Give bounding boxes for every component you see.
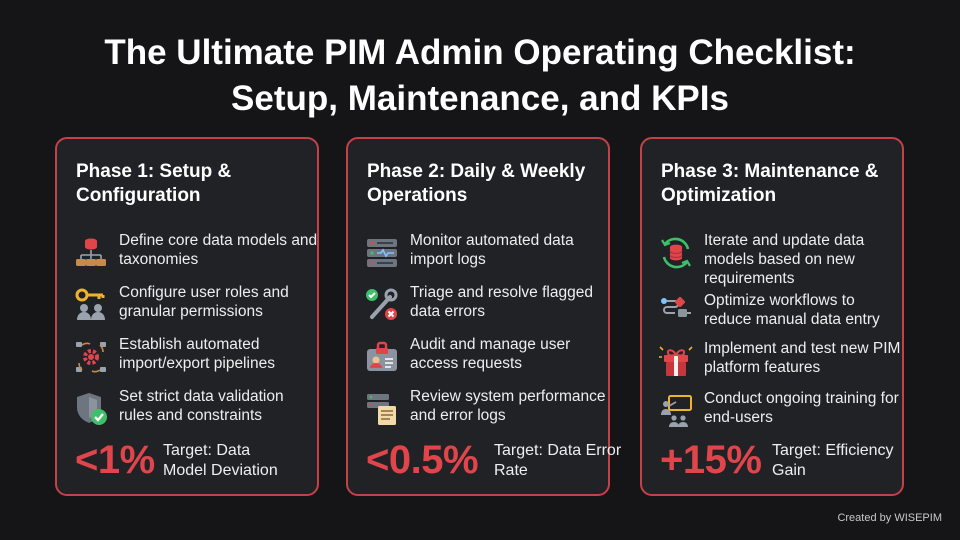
- server-log-icon: [364, 391, 400, 427]
- phase-2-card: Phase 2: Daily & Weekly Operations Monit…: [346, 137, 621, 496]
- phase-3-kpi-label: Target: Efficiency Gain: [772, 442, 894, 479]
- phase-3-item-3-text: Implement and test new PIM platform feat…: [704, 340, 901, 376]
- database-hierarchy-icon: [73, 235, 109, 271]
- phase-3-title: Phase 3: Maintenance & Optimization: [661, 161, 879, 206]
- id-badge-lock-icon: [364, 339, 400, 375]
- wrench-screwdriver-icon: [364, 287, 400, 323]
- phase-3-item-1-text: Iterate and update data models based on …: [704, 232, 865, 287]
- gear-cycle-icon: [73, 339, 109, 375]
- phase-1-item-2-text: Configure user roles and granular permis…: [119, 284, 289, 320]
- phase-3-item-2: Optimize workflows to reduce manual data…: [656, 291, 906, 341]
- phase-1-title: Phase 1: Setup & Configuration: [76, 161, 232, 206]
- phase-3-item-2-text: Optimize workflows to reduce manual data…: [704, 292, 880, 328]
- phase-2-item-1: Monitor automated data import logs: [362, 231, 612, 281]
- phase-2-item-3-text: Audit and manage user access requests: [410, 336, 571, 372]
- gift-features-icon: [658, 343, 694, 379]
- phase-1-kpi-value: <1%: [75, 438, 155, 482]
- phase-2-kpi-label: Target: Data Error Rate: [494, 442, 622, 479]
- phase-1-item-4-text: Set strict data validation rules and con…: [119, 388, 284, 424]
- database-refresh-icon: [658, 235, 694, 271]
- page-title-line-1: The Ultimate PIM Admin Operating Checkli…: [104, 33, 856, 72]
- phase-2-item-1-text: Monitor automated data import logs: [410, 232, 574, 268]
- phase-1-item-3-text: Establish automated import/export pipeli…: [119, 336, 275, 372]
- phase-3-item-4-text: Conduct ongoing training for end-users: [704, 390, 899, 426]
- phase-2-item-2: Triage and resolve flagged data errors: [362, 283, 612, 333]
- phase-2-kpi: <0.5% Target: Data Error Rate: [366, 437, 621, 483]
- phase-2-item-3: Audit and manage user access requests: [362, 335, 612, 385]
- phase-1-card: Phase 1: Setup & Configuration Define co…: [55, 137, 319, 496]
- phase-2-title: Phase 2: Daily & Weekly Operations: [367, 161, 586, 206]
- phase-3-kpi: +15% Target: Efficiency Gain: [660, 437, 900, 483]
- phase-1-item-2: Configure user roles and granular permis…: [71, 283, 321, 333]
- page-title-line-2: Setup, Maintenance, and KPIs: [231, 79, 729, 118]
- phase-3-kpi-value: +15%: [660, 438, 762, 482]
- phase-1-kpi: <1% Target: Data Model Deviation: [75, 437, 315, 483]
- phase-2-item-4-text: Review system performance and error logs: [410, 388, 606, 424]
- page-title: The Ultimate PIM Admin Operating Checkli…: [0, 30, 960, 122]
- phase-1-kpi-label: Target: Data Model Deviation: [163, 442, 278, 479]
- phase-2-item-2-text: Triage and resolve flagged data errors: [410, 284, 593, 320]
- phase-1-item-3: Establish automated import/export pipeli…: [71, 335, 321, 385]
- phase-3-item-3: Implement and test new PIM platform feat…: [656, 339, 906, 389]
- phase-3-card: Phase 3: Maintenance & Optimization Iter…: [640, 137, 904, 496]
- credit-text: Created by WISEPIM: [837, 512, 942, 524]
- phase-3-item-1: Iterate and update data models based on …: [656, 231, 906, 287]
- phase-3-item-4: Conduct ongoing training for end-users: [656, 389, 906, 439]
- phase-1-item-1: Define core data models and taxonomies: [71, 231, 321, 281]
- phase-1-item-1-text: Define core data models and taxonomies: [119, 232, 318, 268]
- key-users-icon: [73, 287, 109, 323]
- phase-2-item-4: Review system performance and error logs: [362, 387, 612, 437]
- training-presenter-icon: [658, 393, 694, 429]
- phase-2-kpi-value: <0.5%: [366, 438, 479, 482]
- shield-check-icon: [73, 391, 109, 427]
- workflow-icon: [658, 295, 694, 331]
- phase-1-item-4: Set strict data validation rules and con…: [71, 387, 321, 437]
- server-monitor-icon: [364, 235, 400, 271]
